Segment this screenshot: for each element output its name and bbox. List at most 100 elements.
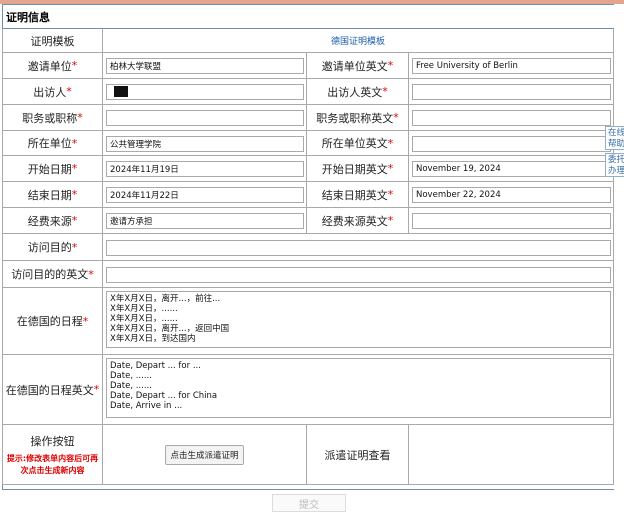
required-mark: * [82, 314, 89, 328]
text-input[interactable] [412, 135, 611, 152]
required-mark: * [71, 136, 78, 150]
text-input[interactable]: 柏林大学联盟 [106, 58, 304, 74]
text-input[interactable]: 公共管理学院 [106, 135, 304, 152]
label-text: 结束日期 [27, 188, 72, 202]
label-text: 经费来源英文 [321, 214, 388, 228]
text-input[interactable] [106, 266, 611, 283]
text-input[interactable]: November 22, 2024 [412, 187, 611, 203]
label-text: 开始日期英文 [321, 162, 388, 176]
label-text: 访问目的的英文 [11, 268, 89, 281]
text-input[interactable] [106, 110, 304, 126]
field-label: 结束日期英文 * [307, 182, 409, 208]
label-text: 操作按钮 [30, 434, 75, 448]
label-text: 邀请单位英文 [321, 59, 388, 73]
field-label: 证明模板 [2, 29, 103, 53]
label-text: 访问目的 [27, 241, 72, 254]
label-text: 职务或职称 [22, 111, 78, 125]
top-strip [0, 0, 624, 4]
view-cell [409, 425, 614, 485]
required-mark: * [387, 136, 394, 150]
text-input[interactable] [412, 213, 611, 229]
generate-button[interactable]: 点击生成派遣证明 [165, 444, 244, 465]
input-cell [103, 53, 307, 79]
label-text: 在德国的日程 [16, 315, 83, 328]
input-cell [103, 156, 307, 182]
textarea-line: X年X月X日，...... [110, 314, 178, 324]
required-mark: * [387, 188, 394, 201]
section-title: 证明信息 [6, 11, 50, 24]
input-cell [409, 208, 614, 234]
side-tab[interactable]: 在线帮助 [605, 126, 624, 150]
text-input[interactable]: 邀请方承担 [106, 213, 304, 229]
textarea[interactable]: X年X月X日，离开...，前往... X年X月X日，...... X年X月X日，..… [106, 291, 611, 348]
required-mark: * [71, 188, 78, 201]
input-cell [103, 105, 307, 131]
field-label: 结束日期 * [2, 182, 103, 208]
text-input[interactable] [106, 239, 611, 256]
hint-text: 提示:修改表单内容后可再次点击生成新内容 [6, 453, 99, 475]
label-text: 经费来源 [27, 214, 72, 228]
text-input[interactable]: 2024年11月22日 [106, 187, 304, 203]
label-text: 开始日期 [27, 162, 72, 176]
required-mark: * [393, 111, 399, 124]
text-input[interactable]: Free University of Berlin [412, 58, 611, 74]
input-cell [103, 79, 307, 105]
field-label: 出访人英文 * [307, 79, 409, 105]
textarea-line: Date, ...... [110, 371, 152, 381]
submit-button[interactable]: 提交 [272, 494, 346, 512]
required-mark: * [77, 111, 83, 124]
required-mark: * [66, 85, 72, 98]
label-text: 出访人 [33, 85, 67, 99]
text-input[interactable] [412, 84, 611, 100]
template-cell: 德国证明模板 [103, 29, 614, 53]
textarea-line: Date, Arrive in ... [110, 401, 183, 411]
field-label: 经费来源英文 * [307, 208, 409, 234]
textarea-cell [103, 355, 614, 425]
textarea-line: X年X月X日，离开...，返回中国 [110, 324, 230, 334]
redaction [114, 86, 128, 97]
view-text: 派遣证明查看 [324, 448, 391, 462]
label-text: 证明模板 [30, 34, 75, 48]
required-mark: * [71, 59, 78, 72]
label-text: 在德国的日程英文 [5, 383, 94, 397]
label-text: 邀请单位 [27, 59, 72, 73]
side-tab[interactable]: 委托办理 [605, 153, 624, 177]
textarea-line: Date, Depart ... for China [110, 391, 218, 401]
field-label: 访问目的的英文 * [2, 261, 103, 288]
view-label: 派遣证明查看 [307, 425, 409, 485]
label-text: 职务或职称英文 [316, 111, 394, 125]
field-label: 所在单位英文 * [307, 131, 409, 156]
label-text: 所在单位 [27, 137, 72, 150]
button-cell: 点击生成派遣证明 [103, 425, 307, 485]
textarea-line: X年X月X日，到达国内 [110, 334, 196, 344]
text-input[interactable]: November 19, 2024 [412, 161, 611, 177]
actions-label: 操作按钮提示:修改表单内容后可再次点击生成新内容 [2, 425, 103, 485]
input-cell [409, 53, 614, 79]
field-label: 职务或职称英文 * [307, 105, 409, 131]
label-text: 所在单位英文 [321, 137, 388, 150]
input-cell [103, 234, 614, 261]
text-input[interactable]: 2024年11月19日 [106, 161, 304, 177]
textarea-line: Date, ...... [110, 381, 152, 391]
text-input[interactable] [412, 110, 611, 126]
text-input[interactable] [106, 84, 304, 100]
field-label: 访问目的 * [2, 234, 103, 261]
field-label: 出访人 * [2, 79, 103, 105]
title-divider [2, 28, 614, 29]
required-mark: * [387, 59, 394, 72]
textarea[interactable]: Date, Depart ... for ... Date, ...... Date… [106, 358, 611, 418]
input-cell [103, 182, 307, 208]
required-mark: * [387, 214, 394, 227]
textarea-cell [103, 288, 614, 355]
field-label: 开始日期英文 * [307, 156, 409, 182]
field-label: 经费来源 * [2, 208, 103, 234]
input-cell [103, 131, 307, 156]
input-cell [103, 208, 307, 234]
required-mark: * [88, 267, 94, 281]
required-mark: * [382, 85, 388, 98]
input-cell [103, 261, 614, 288]
field-label: 邀请单位英文 * [307, 53, 409, 79]
template-link[interactable]: 德国证明模板 [330, 37, 385, 47]
required-mark: * [93, 383, 100, 396]
